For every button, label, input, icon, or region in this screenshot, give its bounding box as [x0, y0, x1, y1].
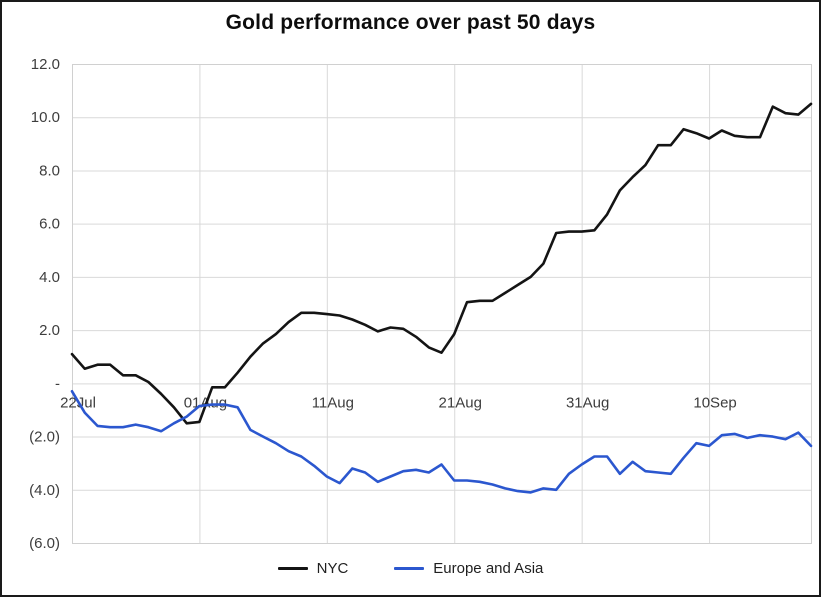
legend-label-europe-asia: Europe and Asia [433, 560, 544, 577]
y-axis-tick-label: 2.0 [39, 322, 60, 339]
y-axis-tick-label: - [55, 375, 60, 392]
legend-item-nyc: NYC [277, 560, 349, 577]
x-axis-tick-label: 31Aug [566, 394, 609, 411]
legend-label-nyc: NYC [316, 560, 349, 577]
x-axis-labels: 22Jul 01Aug 11Aug 21Aug 31Aug 10Sep [60, 394, 737, 411]
europe-asia-line-swatch-icon [394, 567, 425, 570]
y-axis-tick-label: 6.0 [39, 216, 60, 233]
y-axis-tick-label: (2.0) [29, 429, 60, 446]
series-line-europe-and-asia [70, 389, 813, 494]
y-axis-tick-label: (6.0) [29, 535, 60, 552]
chart-title: Gold performance over past 50 days [225, 11, 596, 34]
nyc-line-swatch-icon [277, 567, 308, 570]
y-axis-labels: 12.0 10.0 8.0 6.0 4.0 2.0 - (2.0) (4.0) (6.0) [29, 56, 60, 552]
x-axis-tick-label: 11Aug [312, 394, 354, 411]
legend: NYC Europe and Asia [2, 560, 819, 577]
y-axis-tick-label: 8.0 [39, 162, 60, 179]
x-axis-tick-label: 10Sep [693, 394, 736, 411]
plot-border [72, 64, 812, 544]
y-axis-tick-label: 10.0 [31, 109, 60, 126]
series-line-nyc [70, 102, 813, 425]
y-axis-tick-label: (4.0) [29, 482, 60, 499]
x-axis-tick-label: 21Aug [439, 394, 482, 411]
y-axis-tick-label: 12.0 [31, 56, 60, 73]
y-axis-tick-label: 4.0 [39, 269, 60, 286]
legend-item-europe-asia: Europe and Asia [394, 560, 543, 577]
